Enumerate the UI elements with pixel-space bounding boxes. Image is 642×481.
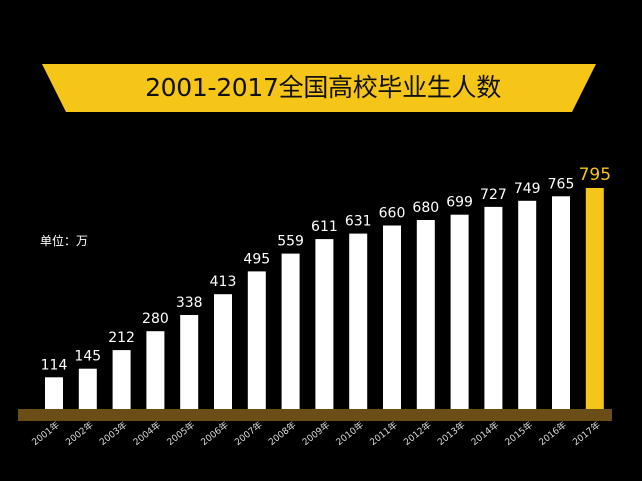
data-label-2010年: 631 (345, 214, 372, 230)
x-tick-2001年: 2001年 (29, 419, 62, 448)
bar-2015年 (518, 200, 537, 409)
x-tick-2014年: 2014年 (469, 419, 502, 448)
data-label-2008年: 559 (277, 234, 304, 250)
bar-2006年 (214, 294, 232, 409)
chart-baseline (18, 409, 612, 421)
data-label-2016年: 765 (548, 176, 575, 192)
data-label-2002年: 145 (74, 349, 101, 365)
x-tick-2015年: 2015年 (503, 419, 536, 448)
bar-2010年 (349, 233, 368, 409)
title-banner (42, 64, 596, 112)
bar-2014年 (484, 206, 503, 409)
bar-2009年 (315, 239, 334, 409)
bar-2016年 (552, 196, 570, 409)
bar-2003年 (112, 350, 131, 409)
x-tick-2011年: 2011年 (367, 419, 400, 448)
data-label-2003年: 212 (108, 330, 135, 346)
data-label-2012年: 680 (412, 200, 439, 216)
data-label-2014年: 727 (480, 187, 507, 203)
bar-2004年 (146, 331, 165, 409)
data-label-2001年: 114 (41, 357, 68, 373)
x-tick-2017年: 2017年 (570, 419, 603, 448)
data-label-2017年: 795 (579, 165, 611, 185)
banner-shape (42, 64, 596, 112)
bar-2005年 (180, 315, 199, 409)
x-tick-2008年: 2008年 (266, 419, 299, 448)
data-label-2011年: 660 (379, 206, 406, 222)
x-tick-2013年: 2013年 (435, 419, 468, 448)
data-label-2007年: 495 (243, 251, 270, 267)
unit-label: 单位：万 (40, 234, 89, 248)
x-tick-2004年: 2004年 (131, 419, 164, 448)
bar-2008年 (281, 253, 300, 409)
data-label-2009年: 611 (311, 219, 338, 235)
data-label-2013年: 699 (446, 195, 473, 211)
x-tick-2007年: 2007年 (232, 419, 265, 448)
x-tick-2016年: 2016年 (536, 419, 569, 448)
bar-2012年 (416, 220, 435, 409)
bar-2001年 (45, 377, 63, 409)
data-label-2005年: 338 (176, 295, 203, 311)
x-tick-2012年: 2012年 (401, 419, 434, 448)
bar-2011年 (383, 225, 401, 409)
x-tick-2006年: 2006年 (198, 419, 231, 448)
x-tick-2009年: 2009年 (300, 419, 333, 448)
data-label-2004年: 280 (142, 311, 169, 327)
chart-title: 2001-2017全国高校毕业生人数 (145, 73, 501, 102)
bar-2002年 (78, 368, 97, 409)
bar-2017年 (585, 188, 604, 409)
x-tick-2002年: 2002年 (63, 419, 96, 448)
x-tick-2010年: 2010年 (334, 419, 367, 448)
bar-2013年 (450, 214, 469, 409)
bar-2007年 (247, 271, 266, 409)
data-label-2006年: 413 (210, 274, 237, 290)
x-tick-2005年: 2005年 (165, 419, 198, 448)
x-tick-2003年: 2003年 (97, 419, 130, 448)
data-label-2015年: 749 (514, 181, 541, 197)
